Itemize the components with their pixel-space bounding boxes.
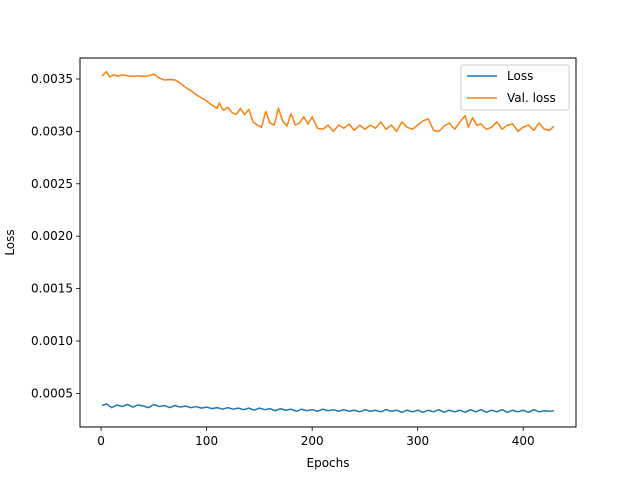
legend: Loss Val. loss — [460, 64, 570, 111]
y-axis: 0.0005 0.0010 0.0015 0.0020 0.0025 0.0030 0.00… — [31, 72, 80, 400]
plot-frame — [79, 57, 577, 428]
x-tick-label: 200 — [301, 434, 324, 448]
x-tick-label: 400 — [512, 434, 535, 448]
x-axis: 0 100 200 300 400 — [97, 427, 535, 448]
legend-label-val-loss: Val. loss — [507, 91, 556, 105]
x-tick-label: 100 — [195, 434, 218, 448]
y-tick-label: 0.0015 — [31, 282, 73, 296]
y-tick-label: 0.0035 — [31, 72, 73, 86]
series-line-loss — [101, 403, 554, 414]
series-layer — [101, 70, 555, 414]
legend-label-loss: Loss — [507, 69, 533, 83]
x-tick-label: 0 — [97, 434, 105, 448]
plot-area — [101, 70, 555, 414]
x-axis-title: Epochs — [307, 456, 350, 470]
y-tick-label: 0.0020 — [31, 229, 73, 243]
y-tick-label: 0.0025 — [31, 177, 73, 191]
x-tick-label: 300 — [406, 434, 429, 448]
y-tick-label: 0.0010 — [31, 334, 73, 348]
y-axis-title: Loss — [3, 229, 17, 255]
series-line-val-loss — [101, 70, 555, 133]
y-tick-label: 0.0030 — [31, 124, 73, 138]
y-tick-label: 0.0005 — [31, 386, 73, 400]
